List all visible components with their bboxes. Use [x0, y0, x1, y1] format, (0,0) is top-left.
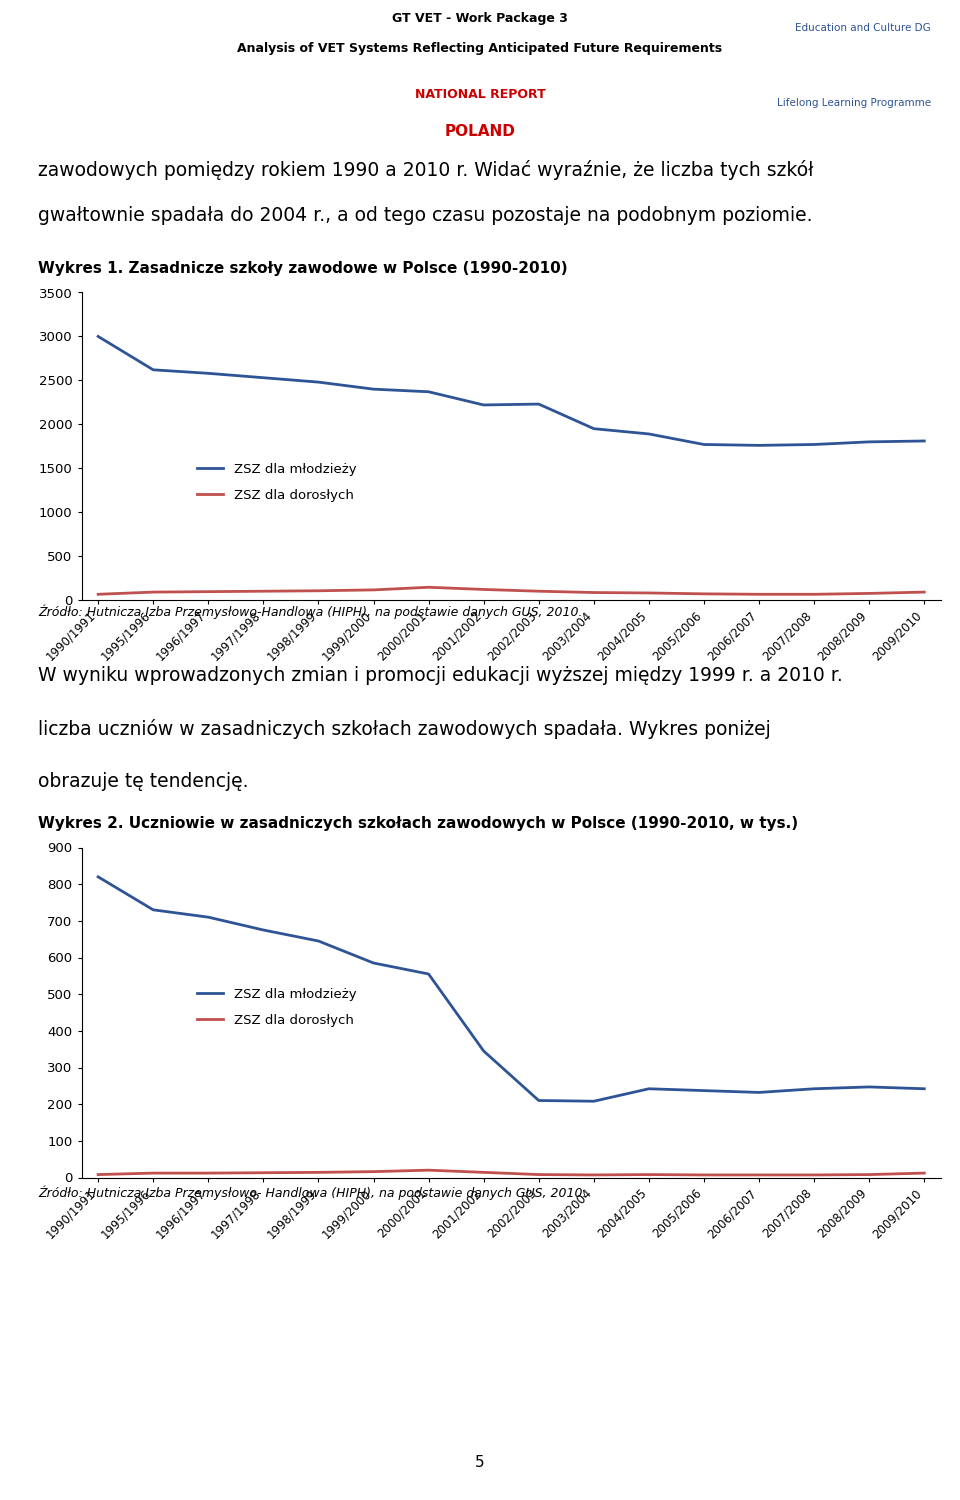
Text: POLAND: POLAND: [444, 124, 516, 140]
Text: Źródło: Hutnicza Izba Przemysłowo- Handlowa (HIPH), na podstawie danych GUS, 201: Źródło: Hutnicza Izba Przemysłowo- Handl…: [38, 1185, 587, 1200]
Text: Lifelong Learning Programme: Lifelong Learning Programme: [777, 99, 931, 108]
Text: W wyniku wprowadzonych zmian i promocji edukacji wyższej między 1999 r. a 2010 r: W wyniku wprowadzonych zmian i promocji …: [38, 666, 843, 686]
Legend: ZSZ dla młodzieży, ZSZ dla dorosłych: ZSZ dla młodzieży, ZSZ dla dorosłych: [191, 458, 361, 507]
Text: NATIONAL REPORT: NATIONAL REPORT: [415, 88, 545, 101]
Text: Education and Culture DG: Education and Culture DG: [796, 22, 931, 33]
Text: 5: 5: [475, 1455, 485, 1470]
Text: zawodowych pomiędzy rokiem 1990 a 2010 r. Widać wyraźnie, że liczba tych szkół: zawodowych pomiędzy rokiem 1990 a 2010 r…: [38, 160, 814, 180]
Text: gwałtownie spadała do 2004 r., a od tego czasu pozostaje na podobnym poziomie.: gwałtownie spadała do 2004 r., a od tego…: [38, 206, 813, 225]
Text: Wykres 1. Zasadnicze szkoły zawodowe w Polsce (1990-2010): Wykres 1. Zasadnicze szkoły zawodowe w P…: [38, 261, 568, 276]
Text: Źródło: Hutnicza Izba Przemysłowo-Handlowa (HIPH), na podstawie danych GUS, 2010: Źródło: Hutnicza Izba Przemysłowo-Handlo…: [38, 604, 583, 619]
Legend: ZSZ dla młodzieży, ZSZ dla dorosłych: ZSZ dla młodzieży, ZSZ dla dorosłych: [191, 982, 361, 1032]
Text: Wykres 2. Uczniowie w zasadniczych szkołach zawodowych w Polsce (1990-2010, w ty: Wykres 2. Uczniowie w zasadniczych szkoł…: [38, 816, 799, 831]
Text: GT VET - Work Package 3: GT VET - Work Package 3: [392, 12, 568, 26]
Text: liczba uczniów w zasadniczych szkołach zawodowych spadała. Wykres poniżej: liczba uczniów w zasadniczych szkołach z…: [38, 718, 771, 740]
Text: obrazuje tę tendencję.: obrazuje tę tendencję.: [38, 771, 249, 790]
Text: Analysis of VET Systems Reflecting Anticipated Future Requirements: Analysis of VET Systems Reflecting Antic…: [237, 42, 723, 56]
